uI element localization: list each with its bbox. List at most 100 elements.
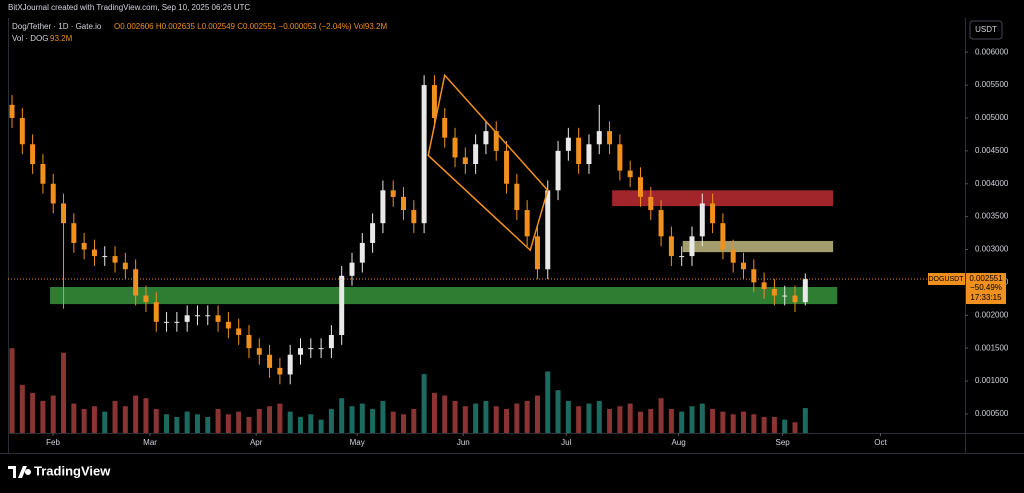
candle-body	[514, 183, 520, 211]
currency-button[interactable]	[969, 20, 1003, 40]
zone	[50, 286, 838, 305]
candle-body	[174, 321, 180, 323]
candle-body	[359, 242, 365, 263]
volume-bar	[462, 406, 468, 433]
candle-body	[184, 315, 190, 322]
volume-bar	[720, 411, 726, 433]
candle-body	[297, 348, 303, 355]
candle-body	[133, 269, 139, 296]
candle-body	[61, 203, 67, 224]
symbol: Dog/Tether · 1D · Gate.io	[12, 22, 102, 31]
candle-body	[730, 249, 736, 263]
candle-body	[30, 144, 36, 165]
candle-body	[50, 183, 56, 204]
candle-body	[679, 256, 685, 258]
volume-bar	[442, 395, 448, 433]
candle-body	[102, 256, 108, 258]
volume-bar	[730, 414, 736, 433]
volume-bar	[771, 416, 777, 433]
volume-bar	[71, 403, 77, 433]
volume-bar	[61, 352, 67, 433]
candle-body	[143, 295, 149, 303]
volume-bar	[328, 408, 334, 433]
volume-bar	[401, 414, 407, 433]
volume-bar	[782, 419, 788, 433]
candle-body	[267, 354, 273, 368]
volume-bar	[50, 395, 56, 433]
candle-body	[122, 262, 128, 270]
volume-bar	[607, 408, 613, 433]
candle-body	[40, 164, 46, 184]
x-tick-label: Aug	[671, 438, 685, 447]
candle-body	[112, 256, 118, 263]
y-tick-label: 0.005000	[975, 113, 1009, 122]
candle-body	[205, 315, 211, 317]
volume-bar	[792, 422, 798, 433]
volume-bar	[256, 408, 262, 433]
candle-body	[215, 315, 221, 322]
candle-body	[504, 150, 510, 184]
candle-body	[648, 196, 654, 211]
x-tick-label: Jun	[457, 438, 470, 447]
currency-button-label[interactable]: USDT	[975, 25, 997, 34]
volume-bar	[81, 408, 87, 433]
candle-body	[328, 335, 334, 349]
volume-bar	[524, 400, 530, 433]
volume-bar	[648, 408, 654, 433]
candle-body	[401, 196, 407, 211]
volume-bar	[679, 411, 685, 433]
volume-bar	[514, 403, 520, 433]
candle-body	[627, 170, 633, 178]
volume-bar	[370, 408, 376, 433]
y-tick-label: 0.003000	[975, 245, 1009, 254]
volume-bar	[19, 384, 25, 433]
volume-bar	[339, 398, 345, 433]
candle-body	[277, 367, 283, 375]
candle-body	[555, 150, 561, 191]
candle-body	[545, 190, 551, 270]
x-tick-label: May	[350, 438, 365, 447]
volume-bar	[617, 406, 623, 433]
volume-bar	[349, 406, 355, 433]
ohlc: O0.002606 H0.002635 L0.002549 C0.002551 …	[114, 22, 387, 31]
volume-bar	[668, 408, 674, 433]
candle-body	[524, 210, 530, 237]
candle-body	[153, 302, 159, 322]
candle-body	[349, 262, 355, 276]
y-tick-label: 0.005500	[975, 80, 1009, 89]
volume-bar	[164, 414, 170, 433]
volume-bar	[452, 400, 458, 433]
volume-bar	[102, 411, 108, 433]
candle-body	[236, 328, 242, 336]
symbol-tag-label: DOGUSDT	[929, 276, 965, 283]
volume-bar	[699, 403, 705, 433]
candle-body	[607, 131, 613, 145]
candle-body	[411, 210, 417, 224]
candle-body	[586, 144, 592, 165]
symbol-tag	[928, 273, 965, 286]
price-tag-label: 0.002551	[969, 274, 1003, 283]
volume-bar	[359, 403, 365, 433]
candle-body	[421, 85, 427, 224]
volume-bar	[576, 406, 582, 433]
volume-bar	[627, 403, 633, 433]
volume-bar	[504, 408, 510, 433]
x-tick-label: Feb	[46, 438, 60, 447]
volume-bar	[555, 390, 561, 433]
y-tick-label: 0.000500	[975, 409, 1009, 418]
candle-body	[164, 321, 170, 323]
candle-body	[71, 223, 77, 243]
countdown-label: 17:33:15	[970, 293, 1002, 302]
candle-body	[761, 282, 767, 289]
volume-bar	[143, 398, 149, 433]
candle-body	[442, 117, 448, 138]
volume-bar	[287, 411, 293, 433]
candle-body	[596, 131, 602, 145]
volume-bar	[174, 416, 180, 433]
candle-body	[246, 335, 252, 349]
volume-bar	[483, 400, 489, 433]
volume-value: 93.2M	[50, 34, 73, 43]
credit: BitXJournal created with TradingView.com…	[8, 3, 250, 12]
